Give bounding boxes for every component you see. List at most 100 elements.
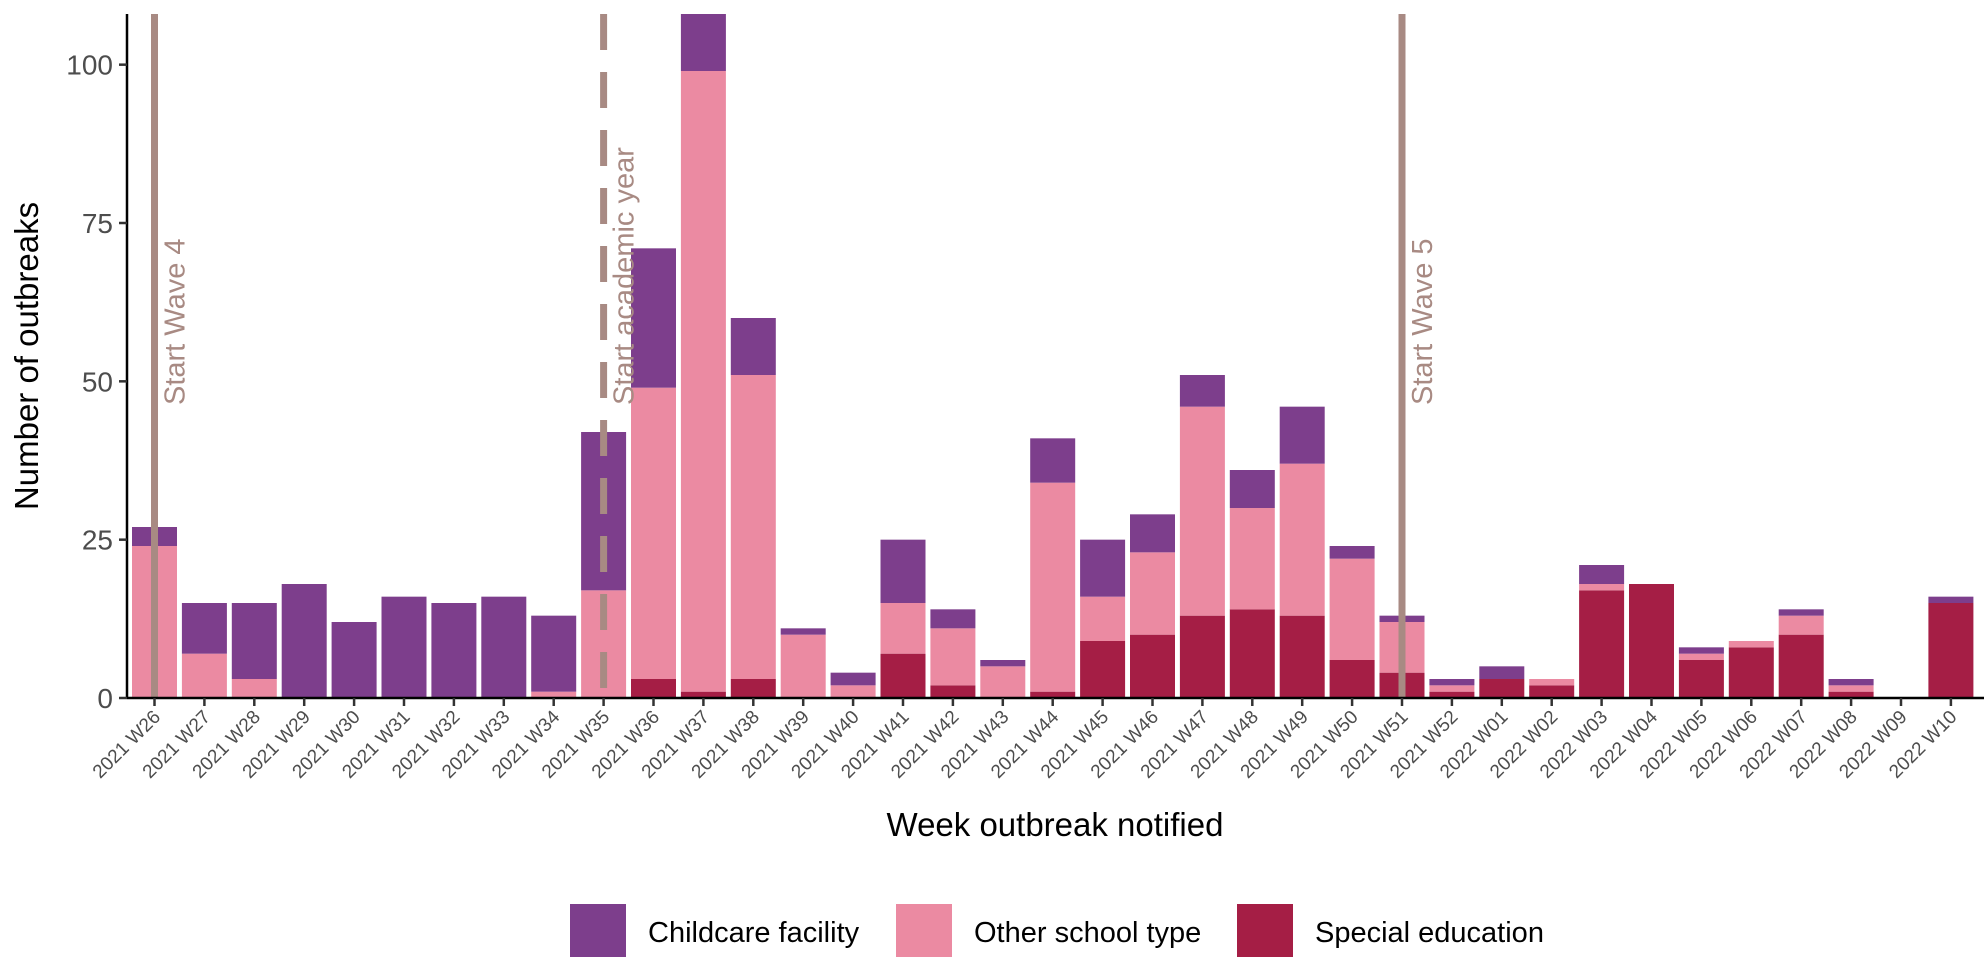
bar-segment: [1229, 470, 1275, 508]
bar-segment: [1928, 603, 1974, 698]
bar-segment: [1279, 406, 1325, 464]
bar-segment: [1479, 679, 1525, 698]
bar-segment: [1529, 685, 1575, 698]
bar-segment: [1080, 539, 1126, 597]
bar-segment: [680, 14, 726, 71]
bar-segment: [1728, 647, 1774, 698]
bar-segment: [1329, 558, 1375, 660]
bar-segment: [830, 685, 876, 698]
bar-segment: [631, 387, 676, 679]
annotation-label: Start academic year: [609, 147, 641, 405]
bar-segment: [1828, 685, 1874, 692]
bar-segment: [1229, 508, 1275, 610]
bar-segment: [1928, 596, 1974, 603]
legend-key: [896, 904, 952, 957]
bar-segment: [1579, 584, 1625, 591]
bar-segment: [1629, 584, 1674, 698]
bar-segment: [1778, 609, 1824, 616]
bar-segment: [1429, 685, 1475, 692]
bar-segment: [531, 691, 577, 698]
legend-key: [1237, 904, 1293, 957]
annotation-label: Start Wave 4: [160, 238, 192, 405]
bar-segment: [880, 603, 926, 654]
bar-segment: [1579, 590, 1625, 698]
bar-segment: [880, 653, 926, 698]
bar-segment: [930, 685, 976, 698]
bar-segment: [880, 539, 926, 603]
bar-segment: [730, 679, 776, 698]
bar-segment: [680, 71, 726, 692]
bar-segment: [730, 375, 776, 679]
bar-segment: [1778, 615, 1824, 635]
legend: Childcare facility Other school type Speci…: [570, 904, 1544, 957]
bar-segment: [1130, 514, 1175, 553]
y-tick-label: 75: [82, 208, 113, 239]
bar-segment: [1279, 463, 1325, 616]
bar-segment: [1179, 375, 1225, 407]
bar-segment: [1828, 679, 1874, 686]
bar-segment: [431, 603, 477, 698]
bar-segment: [1678, 647, 1724, 654]
bar-segment: [1728, 641, 1774, 648]
bar-segment: [231, 603, 277, 679]
bar-segment: [1130, 552, 1175, 635]
bar-segment: [1179, 406, 1225, 616]
y-tick-label: 100: [66, 50, 113, 81]
legend-label: Childcare facility: [648, 917, 860, 949]
bar-segment: [1080, 641, 1126, 698]
bar-segment: [730, 318, 776, 375]
bar-segment: [1030, 482, 1076, 692]
bar-segment: [1030, 691, 1076, 698]
bar-segment: [1080, 596, 1126, 641]
annotations-layer: Start Wave 4 Start academic year Start Wav…: [151, 14, 1439, 698]
bar-segment: [1529, 679, 1575, 686]
bar-segment: [1479, 666, 1525, 679]
bar-segment: [1279, 615, 1325, 698]
bar-segment: [1678, 653, 1724, 660]
bar-segment: [1778, 634, 1824, 698]
bar-segment: [631, 248, 676, 388]
bar-segment: [1329, 546, 1375, 559]
bar-segment: [181, 603, 227, 654]
bar-segment: [1229, 609, 1275, 698]
bar-segment: [680, 691, 726, 698]
y-ticks-layer: 0 25 50 75 100: [66, 50, 127, 714]
x-axis-title: Week outbreak notified: [887, 806, 1224, 843]
bar-segment: [780, 634, 826, 698]
legend-label: Special education: [1315, 917, 1544, 949]
bar-segment: [1329, 660, 1375, 698]
y-axis-title: Number of outbreaks: [8, 202, 45, 510]
y-tick-label: 25: [82, 525, 113, 556]
y-tick-label: 50: [82, 366, 113, 397]
bar-segment: [531, 615, 577, 692]
y-tick-label: 0: [97, 683, 113, 714]
bar-segment: [181, 653, 227, 698]
bar-segment: [1828, 691, 1874, 698]
annotation-label: Start Wave 5: [1407, 238, 1439, 405]
bar-segment: [331, 622, 377, 698]
bar-segment: [481, 596, 527, 698]
bar-segment: [281, 584, 327, 698]
legend-key: [570, 904, 626, 957]
bar-segment: [930, 628, 976, 686]
axes-layer: [125, 14, 1984, 700]
bar-segment: [1179, 615, 1225, 698]
bar-segment: [1678, 660, 1724, 698]
bar-segment: [231, 679, 277, 698]
bar-segment: [1429, 679, 1475, 686]
bar-segment: [1130, 634, 1175, 698]
bar-segment: [830, 672, 876, 686]
bar-segment: [1030, 438, 1076, 483]
bars-layer: [132, 14, 1974, 698]
bar-segment: [930, 609, 976, 629]
bar-segment: [780, 628, 826, 635]
legend-label: Other school type: [974, 917, 1201, 949]
bar-segment: [1579, 565, 1625, 584]
bar-segment: [381, 596, 427, 698]
bar-segment: [1429, 691, 1475, 698]
bar-segment: [631, 679, 676, 698]
bar-segment: [980, 666, 1026, 698]
bar-segment: [980, 660, 1026, 667]
